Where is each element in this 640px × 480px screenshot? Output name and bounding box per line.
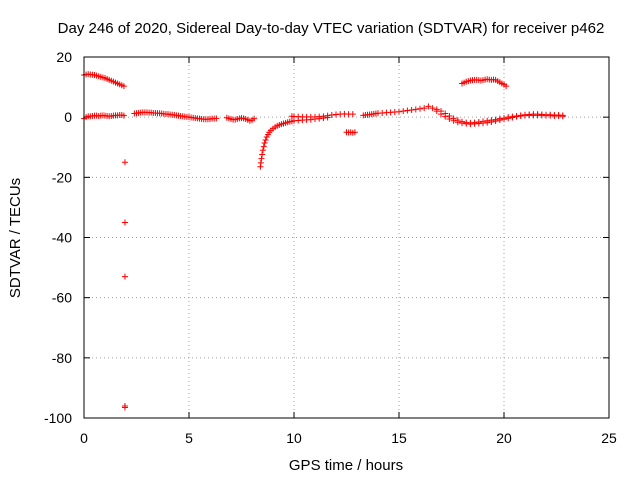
data-point-main-track [417, 105, 423, 112]
data-point-main-track [442, 110, 449, 117]
x-tick-labels: 0 5 10 15 20 25 [80, 430, 617, 446]
data-point-main-track [446, 112, 453, 119]
data-point-upper-track [120, 83, 127, 90]
data-point-main-track [488, 117, 495, 124]
data-point-main-track [258, 155, 265, 162]
chart-title: Day 246 of 2020, Sidereal Day-to-day VTE… [58, 20, 605, 37]
y-tick-label: -60 [52, 290, 72, 306]
data-point-main-track [509, 113, 516, 120]
data-point-main-track [429, 105, 436, 112]
data-point-outliers [121, 159, 128, 166]
data-point-main-track [408, 106, 415, 113]
data-point-outliers [121, 404, 128, 411]
y-tick-label: 0 [64, 109, 72, 125]
axis-ticks [83, 56, 610, 419]
data-point-main-track [412, 106, 419, 113]
x-tick-label: 10 [286, 430, 302, 446]
data-point-main-track [261, 140, 268, 147]
data-point-main-track [324, 112, 331, 119]
data-point-main-track [459, 118, 465, 125]
data-point-main-track [559, 112, 566, 119]
data-point-upper-track [503, 83, 510, 90]
data-point-main-track [421, 105, 428, 112]
x-tick-label: 0 [80, 430, 88, 446]
x-axis-label: GPS time / hours [289, 457, 403, 474]
data-point-main-track [351, 129, 358, 136]
data-point-main-track [260, 143, 267, 150]
data-point-main-track [471, 119, 478, 126]
y-tick-label: -100 [44, 410, 72, 426]
x-tick-label: 5 [185, 430, 193, 446]
data-point-main-track [328, 112, 335, 119]
data-point-main-track [259, 147, 266, 154]
data-point-main-track [454, 117, 461, 124]
data-point-main-track [404, 107, 411, 114]
data-point-main-track [480, 118, 486, 125]
data-point-outliers [121, 219, 128, 226]
data-point-main-track [492, 116, 499, 123]
plot-frame [83, 56, 610, 419]
data-point-main-track [505, 114, 512, 121]
y-tick-label: -40 [52, 230, 72, 246]
data-point-main-track [513, 112, 520, 119]
data-point-main-track [320, 113, 327, 120]
x-tick-label: 15 [391, 430, 407, 446]
data-point-main-track [475, 118, 482, 125]
data-point-main-track [496, 115, 503, 122]
data-point-outliers [121, 273, 128, 280]
data-point-main-track [257, 159, 264, 166]
y-axis-label: SDTVAR / TECUs [7, 178, 24, 298]
data-points [81, 71, 566, 411]
y-tick-label: -80 [52, 350, 72, 366]
data-point-main-track [450, 115, 457, 122]
data-point-main-track [517, 112, 524, 119]
data-point-main-track [484, 117, 491, 124]
data-point-main-track [349, 111, 356, 118]
y-tick-label: 20 [56, 49, 72, 65]
data-point-main-track [396, 108, 402, 115]
x-tick-label: 25 [601, 430, 617, 446]
data-point-main-track [262, 137, 269, 144]
y-tick-labels: -100 -80 -60 -40 -20 0 20 [44, 49, 72, 426]
data-point-main-track [400, 108, 407, 115]
data-point-main-track [438, 108, 444, 115]
data-point-main-track [213, 115, 220, 122]
data-point-main-track [120, 112, 127, 119]
data-point-main-track [425, 103, 432, 110]
y-tick-label: -20 [52, 169, 72, 185]
grid-lines [84, 57, 609, 418]
data-point-main-track [433, 106, 440, 113]
data-point-main-track [259, 151, 266, 158]
data-point-main-track [501, 115, 507, 122]
x-tick-label: 20 [496, 430, 512, 446]
data-point-main-track [251, 115, 258, 122]
